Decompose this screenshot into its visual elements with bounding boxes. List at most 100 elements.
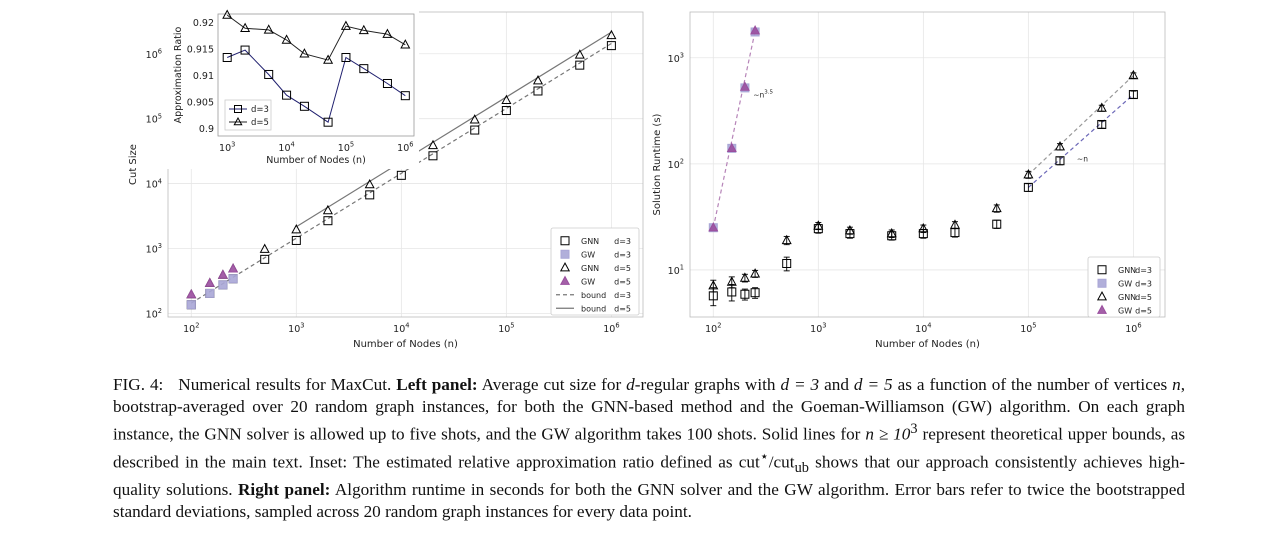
data-point — [1128, 69, 1139, 80]
legend-name: GNN — [1118, 293, 1136, 302]
caption-text: -regular graphs with — [634, 375, 776, 394]
legend-marker — [1097, 278, 1107, 288]
inset-point — [358, 24, 369, 35]
series-1 — [186, 274, 238, 310]
series-line-4 — [1028, 94, 1134, 188]
inset-x-axis-label: Number of Nodes (n) — [266, 155, 366, 166]
data-point — [469, 114, 480, 124]
inset-point — [400, 91, 410, 101]
x-tick-label: 104 — [393, 322, 409, 335]
legend-name: GW — [1118, 279, 1132, 288]
series-3 — [708, 25, 761, 232]
y-tick-label: 106 — [146, 47, 162, 60]
caption-math: d = 5 — [853, 375, 893, 394]
inset-point — [359, 64, 369, 74]
data-point — [228, 263, 239, 273]
inset-y-tick-label: 0.905 — [187, 98, 214, 109]
legend-marker — [1096, 304, 1108, 314]
caption-left-title: Left panel: — [396, 375, 478, 394]
legend-name: GNN — [581, 237, 599, 246]
legend-d: d=5 — [1135, 306, 1152, 315]
inset-point — [263, 24, 274, 34]
data-point — [533, 86, 543, 96]
legend-name: bound — [581, 304, 606, 313]
inset-y-tick-label: 0.9 — [199, 124, 214, 135]
legend-d: d=3 — [1135, 279, 1152, 288]
data-point — [750, 25, 761, 35]
legend-marker — [560, 249, 570, 259]
legend-name: GW — [581, 250, 595, 259]
data-point — [1055, 156, 1065, 166]
legend-d: d=3 — [614, 237, 631, 246]
legend-marker — [560, 236, 570, 246]
data-point — [740, 289, 750, 299]
caption-text: Algorithm runtime in seconds for both th… — [113, 479, 1185, 521]
inset-point — [299, 101, 309, 111]
series-2 — [708, 69, 1139, 293]
data-point — [606, 29, 617, 40]
data-point — [470, 125, 480, 135]
caption-text: shows that our approach consistently ach… — [113, 452, 1186, 499]
data-point — [739, 272, 750, 282]
inset-point — [382, 78, 392, 88]
inset-point — [282, 90, 292, 100]
caption-math: d = 3 — [780, 375, 820, 394]
series-line-4 — [190, 42, 612, 304]
data-point — [259, 243, 270, 253]
caption-sentence-1: Numerical results for MaxCut. — [178, 375, 392, 394]
figure: 102 103 104 105 106 102 103 104 105 106 Number of … — [128, 9, 1166, 350]
inset-legend-marker — [233, 116, 243, 126]
legend-name: bound — [581, 291, 606, 300]
caption-text: /cut — [768, 452, 795, 472]
inset-legend-label: d=3 — [251, 105, 269, 115]
inset-point — [222, 9, 233, 19]
x-axis-label: Number of Nodes (n) — [875, 339, 980, 350]
legend-name: GW — [1118, 306, 1132, 315]
plot-area — [690, 12, 1165, 317]
inset-x-tick-label: 103 — [219, 141, 235, 154]
y-tick-label: 105 — [146, 112, 162, 125]
annotation: ∼n — [1077, 155, 1088, 164]
inset-y-tick-label: 0.915 — [187, 44, 214, 55]
figure-caption: FIG. 4: Numerical results for MaxCut. Le… — [113, 374, 1185, 523]
x-tick-label: 102 — [183, 322, 199, 335]
x-tick-label: 106 — [603, 322, 619, 335]
data-point — [501, 94, 512, 104]
caption-text: Average cut size for — [481, 375, 622, 394]
data-point — [782, 258, 792, 268]
inset-point — [240, 22, 251, 32]
legend-d: d=3 — [614, 250, 631, 259]
series-line-5 — [1027, 75, 1134, 176]
data-point — [501, 106, 511, 116]
caption-text: represent theoretical upper bounds, as d… — [113, 424, 1186, 472]
legend-d: d=5 — [614, 277, 631, 286]
inset-point — [382, 28, 393, 38]
data-point — [575, 60, 585, 70]
data-point — [323, 216, 333, 226]
data-point — [291, 235, 301, 245]
x-tick-label: 103 — [810, 322, 826, 335]
inset-legend-label: d=5 — [251, 118, 269, 128]
data-point — [606, 41, 616, 51]
caption-math-sup: 3 — [910, 421, 918, 437]
data-point — [186, 300, 196, 310]
caption-var-d: d — [626, 375, 635, 394]
plot-frame — [689, 11, 1166, 318]
data-point — [396, 170, 406, 180]
data-point — [781, 234, 792, 245]
data-point — [739, 81, 750, 91]
data-point — [1054, 141, 1066, 151]
y-axis-label: Solution Runtime (s) — [652, 113, 663, 215]
data-point — [260, 254, 270, 264]
inset-point — [264, 69, 274, 79]
inset-x-tick-label: 106 — [397, 141, 413, 154]
data-point — [218, 280, 228, 290]
legend-name: GNN — [1118, 266, 1136, 275]
data-point — [427, 139, 439, 150]
data-point — [322, 204, 333, 215]
x-tick-label: 102 — [705, 322, 721, 335]
x-tick-label: 105 — [498, 322, 514, 335]
legend-marker — [559, 262, 571, 272]
data-point — [205, 288, 215, 298]
data-point — [364, 178, 375, 189]
